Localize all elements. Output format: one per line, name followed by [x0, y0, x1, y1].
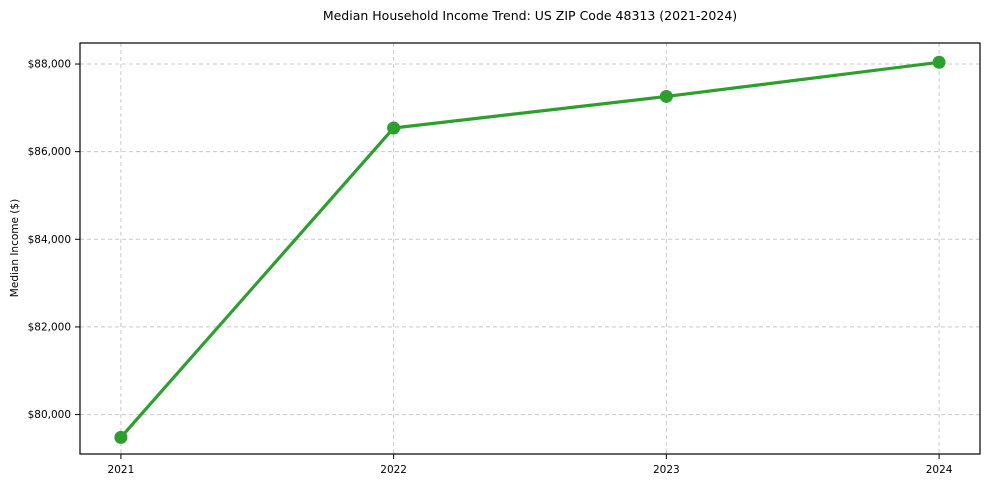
- y-tick-label: $84,000: [28, 234, 71, 246]
- y-tick-label: $82,000: [28, 321, 71, 333]
- plot-border: [79, 42, 981, 455]
- x-tick-label: 2023: [653, 464, 680, 476]
- x-tick-label: 2024: [926, 464, 953, 476]
- data-point-2021: [114, 430, 128, 444]
- trend-line: [119, 60, 941, 439]
- y-tick-label: $86,000: [28, 146, 71, 158]
- y-tick-label: $80,000: [28, 409, 71, 421]
- data-point-2023: [659, 89, 673, 103]
- x-tick-label: 2021: [108, 464, 135, 476]
- data-point-2024: [932, 55, 946, 69]
- data-point-2022: [387, 121, 401, 135]
- chart-title: Median Household Income Trend: US ZIP Co…: [322, 8, 738, 23]
- x-tick-label: 2022: [380, 464, 407, 476]
- y-tick-label: $88,000: [28, 59, 71, 71]
